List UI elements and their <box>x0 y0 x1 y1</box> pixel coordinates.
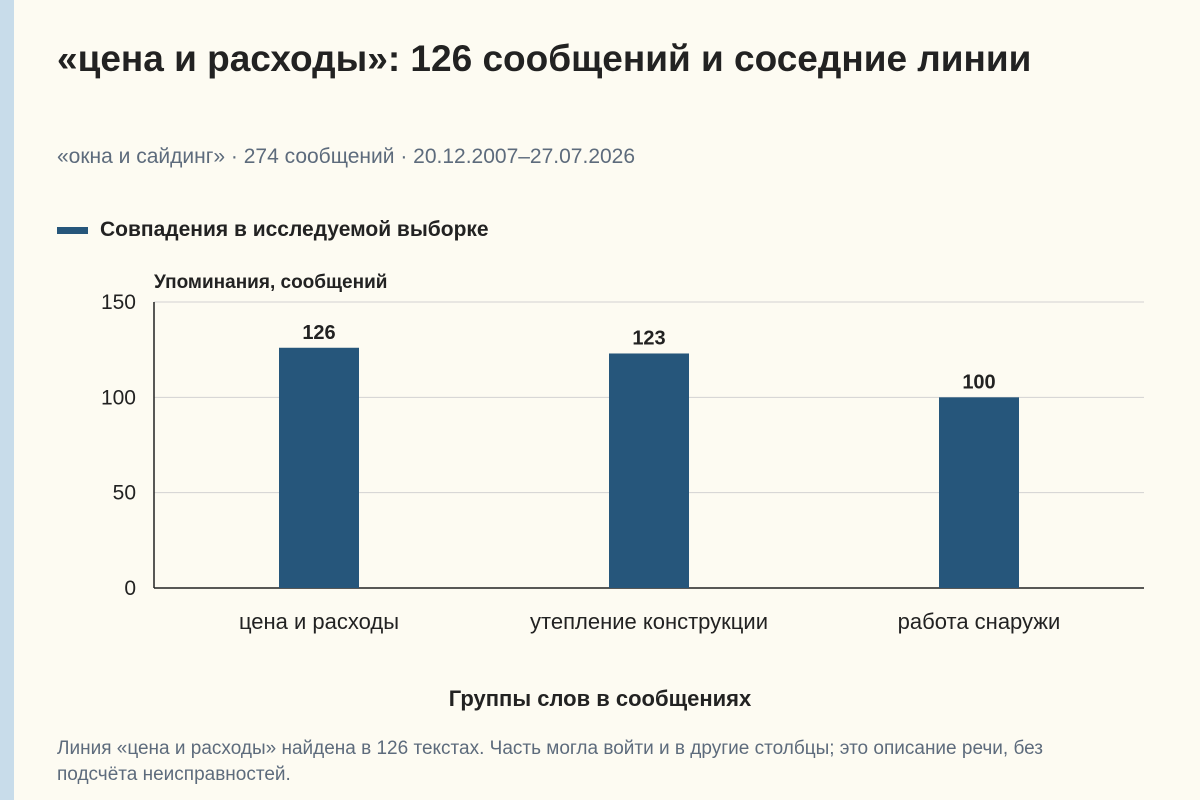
chart-subtitle: «окна и сайдинг» · 274 сообщений · 20.12… <box>57 145 636 168</box>
x-tick-label: утепление конструкции <box>530 609 768 634</box>
bar-value-label: 126 <box>302 322 335 344</box>
y-axis-label: Упоминания, сообщений <box>154 272 388 293</box>
y-tick-label: 0 <box>124 577 136 600</box>
bar-value-label: 100 <box>962 371 995 393</box>
footnote: Линия «цена и расходы» найдена в 126 тек… <box>57 738 1043 785</box>
accent-strip <box>0 0 14 800</box>
y-tick-label: 100 <box>101 386 136 409</box>
bar <box>609 353 689 588</box>
legend-swatch <box>57 226 88 234</box>
y-tick-label: 50 <box>113 482 136 505</box>
bar <box>279 347 359 588</box>
chart-title: «цена и расходы»: 126 сообщений и соседн… <box>57 38 1032 79</box>
x-tick-label: работа снаружи <box>898 609 1061 634</box>
y-tick-label: 150 <box>101 291 136 314</box>
legend: Совпадения в исследуемой выборке <box>57 218 489 242</box>
x-tick-label: цена и расходы <box>239 609 399 634</box>
legend-label: Совпадения в исследуемой выборке <box>100 218 489 241</box>
bar-value-label: 123 <box>632 327 665 349</box>
x-axis-label: Группы слов в сообщениях <box>448 686 752 711</box>
bar <box>939 397 1019 588</box>
